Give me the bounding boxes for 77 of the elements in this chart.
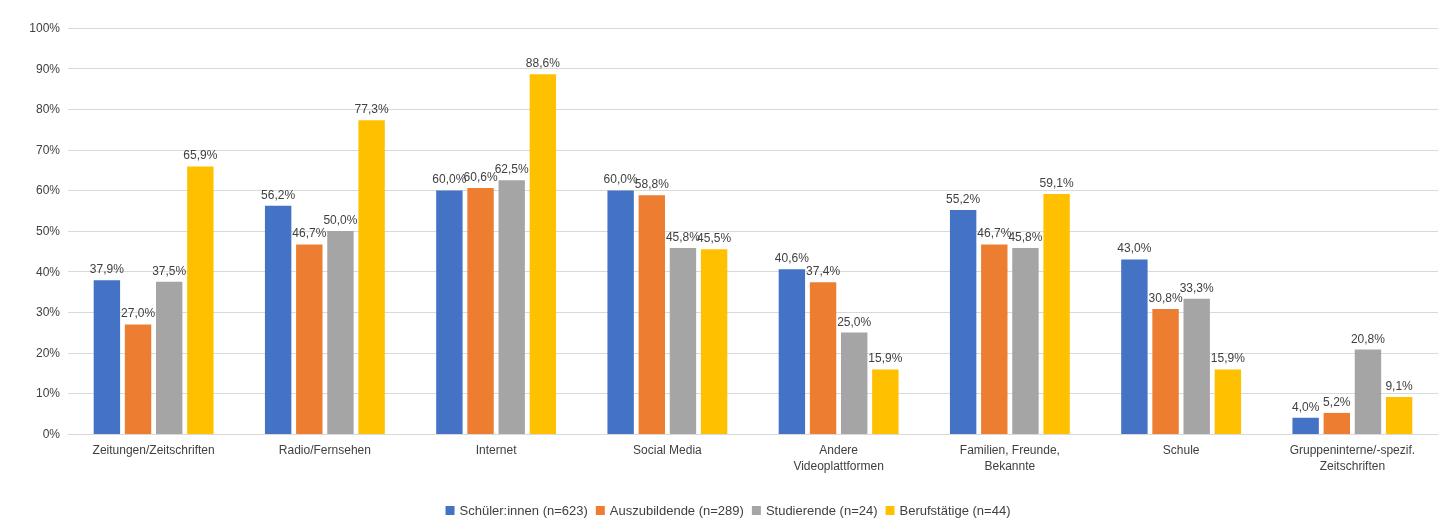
bar	[700, 249, 728, 434]
bar	[872, 369, 899, 434]
bar	[1385, 397, 1413, 434]
bar	[264, 205, 292, 434]
bar	[1152, 308, 1179, 434]
data-label: 5,2%	[1323, 394, 1351, 409]
legend-label: Studierende (n=24)	[765, 503, 878, 518]
x-tick-label: Gruppeninterne/-spezif. Zeitschriften	[1289, 443, 1416, 473]
bar	[124, 324, 152, 434]
legend-label: Berufstätige (n=44)	[899, 503, 1011, 518]
bar	[1354, 349, 1382, 434]
data-label: 77,3%	[354, 102, 389, 117]
y-tick-label: 70%	[35, 142, 61, 157]
data-label: 37,5%	[152, 263, 187, 278]
bar	[778, 269, 806, 434]
bar	[841, 332, 868, 434]
data-label: 15,9%	[868, 351, 903, 366]
y-tick-label: 30%	[35, 305, 61, 320]
data-label: 37,9%	[89, 262, 125, 277]
bar	[949, 209, 977, 434]
data-label: 40,6%	[774, 251, 810, 266]
data-label: 20,8%	[1350, 331, 1386, 346]
data-label: 27,0%	[121, 306, 156, 321]
bar	[1214, 369, 1242, 434]
x-tick-label: Social Media	[633, 443, 703, 457]
bar	[93, 280, 121, 434]
bar	[1292, 417, 1319, 434]
bar	[1043, 194, 1070, 434]
data-label: 46,7%	[292, 226, 327, 241]
bar	[669, 248, 697, 434]
bar	[1323, 412, 1350, 434]
data-label: 33,3%	[1179, 280, 1215, 295]
x-tick-label: Radio/Fernsehen	[278, 443, 371, 457]
y-tick-label: 10%	[35, 386, 61, 401]
y-tick-label: 20%	[35, 345, 61, 360]
data-label: 88,6%	[525, 56, 561, 71]
bar	[529, 74, 557, 434]
x-tick-label: Internet	[475, 443, 518, 457]
y-tick-label: 90%	[35, 61, 61, 76]
legend-label: Auszubildende (n=289)	[609, 503, 744, 518]
x-tick-label: Familien, Freunde, Bekannte	[959, 443, 1060, 473]
bar	[187, 166, 214, 434]
data-label: 4,0%	[1291, 399, 1320, 414]
y-tick-label: 100%	[29, 21, 61, 35]
x-tick-label: Andere Videoplattformen	[793, 443, 884, 473]
y-tick-label: 80%	[35, 102, 61, 117]
data-label: 15,9%	[1210, 351, 1246, 366]
bar	[358, 120, 385, 434]
data-label: 50,0%	[323, 213, 358, 227]
bar	[607, 190, 634, 434]
y-tick-label: 0%	[42, 427, 61, 441]
bar	[327, 231, 354, 434]
data-label: 65,9%	[183, 148, 218, 163]
data-label: 9,1%	[1385, 379, 1414, 394]
data-label: 55,2%	[946, 191, 981, 206]
bar	[296, 244, 323, 434]
bar	[467, 187, 494, 434]
legend-label: Schüler:innen (n=623)	[459, 503, 588, 518]
data-label: 43,0%	[1117, 241, 1152, 256]
data-label: 25,0%	[837, 314, 872, 329]
bar	[809, 282, 837, 434]
bar	[436, 190, 463, 434]
bar	[1121, 259, 1148, 434]
x-tick-label: Schule	[1162, 443, 1200, 457]
bar	[498, 180, 525, 434]
bar	[1012, 248, 1039, 434]
y-tick-label: 60%	[35, 183, 61, 198]
data-label: 56,2%	[261, 187, 296, 202]
bar	[981, 244, 1008, 434]
x-tick-label: Zeitungen/Zeitschriften	[92, 443, 215, 457]
bar	[638, 195, 665, 434]
data-label: 59,1%	[1039, 176, 1074, 191]
data-label: 37,4%	[806, 264, 841, 279]
y-tick-label: 50%	[35, 224, 61, 238]
bar	[1183, 298, 1210, 434]
y-tick-label: 40%	[35, 264, 61, 279]
bar	[156, 281, 183, 434]
